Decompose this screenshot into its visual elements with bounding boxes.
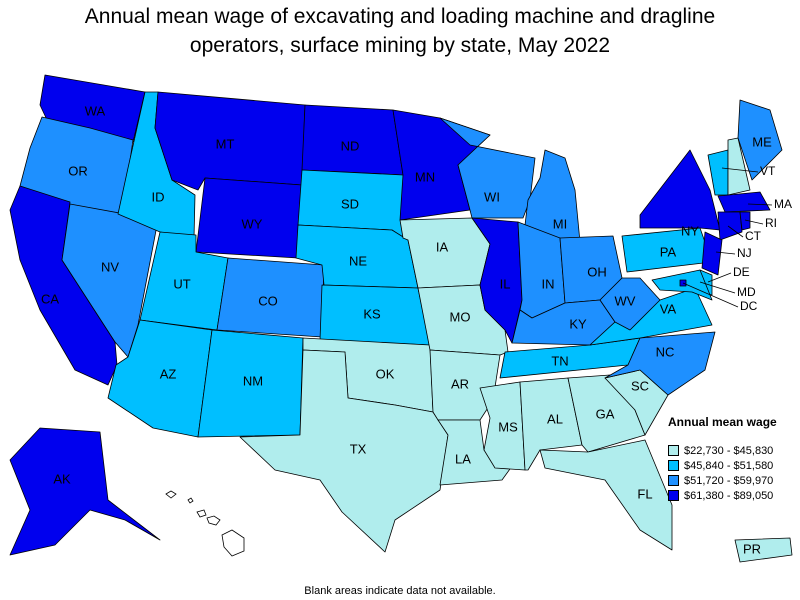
leader-line-MD bbox=[699, 281, 736, 294]
state-label-MS: MS bbox=[498, 419, 518, 434]
state-label-GA: GA bbox=[596, 406, 615, 421]
state-label-MO: MO bbox=[450, 309, 471, 324]
state-VT bbox=[707, 149, 729, 196]
map-title-line-2: operators, surface mining by state, May … bbox=[189, 34, 611, 57]
legend-item-2: $51,720 - $59,970 bbox=[668, 473, 798, 488]
state-label-AZ: AZ bbox=[160, 366, 177, 381]
state-NJ bbox=[701, 231, 723, 276]
state-label-MI: MI bbox=[553, 216, 567, 231]
state-label-ND: ND bbox=[341, 138, 360, 153]
state-label-NC: NC bbox=[656, 344, 675, 359]
leader-line-DC bbox=[682, 282, 739, 308]
state-label-SC: SC bbox=[631, 378, 649, 393]
legend-swatch-3 bbox=[668, 490, 679, 501]
state-RI bbox=[739, 211, 751, 231]
state-NY bbox=[639, 149, 721, 231]
state-label-CT: CT bbox=[745, 229, 762, 243]
leader-line-DE bbox=[707, 272, 732, 283]
state-label-AR: AR bbox=[451, 376, 469, 391]
state-ME bbox=[737, 99, 783, 181]
legend-label-2: $51,720 - $59,970 bbox=[684, 474, 774, 487]
state-label-KS: KS bbox=[363, 306, 381, 321]
legend-swatch-0 bbox=[668, 445, 679, 456]
state-label-NV: NV bbox=[101, 259, 119, 274]
state-label-FL: FL bbox=[637, 486, 652, 501]
state-PR bbox=[734, 537, 793, 563]
state-label-NM: NM bbox=[243, 373, 263, 388]
state-label-AK: AK bbox=[53, 471, 71, 486]
state-HI bbox=[165, 490, 245, 557]
state-label-CA: CA bbox=[41, 291, 59, 306]
state-label-WA: WA bbox=[85, 103, 106, 118]
map-title: Annual mean wage of excavating and loadi… bbox=[0, 2, 800, 60]
state-label-KY: KY bbox=[569, 316, 587, 331]
state-WV bbox=[599, 277, 661, 331]
state-label-WI: WI bbox=[484, 189, 500, 204]
state-label-WV: WV bbox=[615, 293, 636, 308]
state-label-MN: MN bbox=[415, 169, 435, 184]
state-label-NJ: NJ bbox=[737, 246, 752, 260]
state-FL bbox=[539, 439, 673, 551]
legend-title: Annual mean wage bbox=[668, 415, 777, 429]
leader-line-CT bbox=[727, 225, 744, 238]
state-label-TX: TX bbox=[350, 441, 367, 456]
state-label-OH: OH bbox=[587, 264, 607, 279]
legend-label-0: $22,730 - $45,830 bbox=[684, 444, 774, 457]
state-label-NY: NY bbox=[681, 223, 699, 238]
state-label-VT: VT bbox=[760, 164, 776, 178]
state-label-PA: PA bbox=[660, 244, 677, 259]
state-label-CO: CO bbox=[258, 293, 278, 308]
state-label-MA: MA bbox=[774, 197, 792, 211]
map-title-line-1: Annual mean wage of excavating and loadi… bbox=[84, 5, 716, 28]
legend-swatch-2 bbox=[668, 475, 679, 486]
legend-label-1: $45,840 - $51,580 bbox=[684, 459, 774, 472]
state-MA bbox=[717, 191, 771, 213]
state-label-ID: ID bbox=[152, 189, 165, 204]
legend-item-3: $61,380 - $89,050 bbox=[668, 488, 798, 503]
state-label-AL: AL bbox=[547, 411, 563, 426]
state-NH bbox=[727, 137, 751, 196]
state-CT bbox=[717, 211, 743, 241]
state-label-RI: RI bbox=[765, 216, 777, 230]
state-label-NE: NE bbox=[349, 253, 367, 268]
legend-item-0: $22,730 - $45,830 bbox=[668, 443, 798, 458]
state-TX bbox=[239, 349, 449, 553]
state-label-UT: UT bbox=[173, 276, 190, 291]
state-label-TN: TN bbox=[551, 353, 568, 368]
no-data-note: Blank areas indicate data not available. bbox=[304, 585, 496, 597]
legend-label-3: $61,380 - $89,050 bbox=[684, 489, 774, 502]
leader-line-MA bbox=[747, 203, 773, 206]
state-label-OR: OR bbox=[68, 163, 88, 178]
state-label-IN: IN bbox=[542, 276, 555, 291]
state-label-PR: PR bbox=[743, 541, 761, 556]
state-label-OK: OK bbox=[376, 366, 395, 381]
state-label-DE: DE bbox=[733, 265, 750, 279]
state-label-ME: ME bbox=[752, 134, 772, 149]
legend: Annual mean wage $22,730 - $45,830 $45,8… bbox=[668, 415, 798, 503]
state-label-VA: VA bbox=[660, 301, 677, 316]
state-label-DC: DC bbox=[740, 299, 758, 313]
legend-swatch-1 bbox=[668, 460, 679, 471]
legend-item-1: $45,840 - $51,580 bbox=[668, 458, 798, 473]
state-NC bbox=[604, 331, 716, 396]
state-label-IA: IA bbox=[436, 239, 449, 254]
leader-line-RI bbox=[744, 219, 764, 225]
state-label-WY: WY bbox=[242, 216, 263, 231]
state-label-SD: SD bbox=[341, 196, 359, 211]
state-AK bbox=[9, 427, 161, 556]
leader-line-VT bbox=[721, 167, 759, 173]
state-label-MT: MT bbox=[216, 136, 235, 151]
state-WI bbox=[439, 117, 536, 219]
state-label-IL: IL bbox=[500, 276, 511, 291]
leader-line-NJ bbox=[715, 251, 736, 255]
state-LA bbox=[437, 419, 516, 486]
state-label-MD: MD bbox=[737, 285, 756, 299]
state-label-LA: LA bbox=[455, 451, 471, 466]
